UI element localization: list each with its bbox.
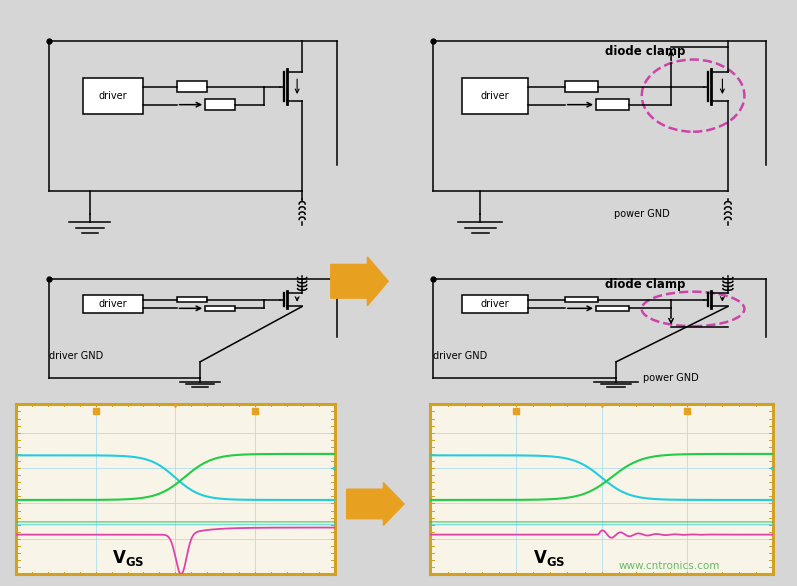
FancyBboxPatch shape [205,99,235,110]
Text: driver GND: driver GND [49,350,104,361]
Text: power GND: power GND [614,209,669,219]
Text: driver: driver [99,299,128,309]
Text: diode clamp: diode clamp [605,278,685,291]
FancyBboxPatch shape [462,295,528,313]
Text: $\mathbf{V_{GS}}$: $\mathbf{V_{GS}}$ [112,548,143,568]
Text: driver: driver [481,299,509,309]
FancyBboxPatch shape [83,295,143,313]
Text: www.cntronics.com: www.cntronics.com [618,561,720,571]
FancyArrow shape [331,257,388,306]
Text: driver: driver [99,91,128,101]
FancyArrow shape [347,483,404,525]
FancyBboxPatch shape [565,297,598,302]
FancyBboxPatch shape [596,99,629,110]
Text: driver GND: driver GND [433,350,487,361]
FancyBboxPatch shape [83,77,143,114]
FancyBboxPatch shape [596,305,629,311]
FancyBboxPatch shape [177,81,206,93]
Text: $\mathbf{V_{GS}}$: $\mathbf{V_{GS}}$ [533,548,565,568]
Text: power GND: power GND [643,373,699,383]
Text: diode clamp: diode clamp [605,45,685,58]
FancyBboxPatch shape [177,297,206,302]
FancyBboxPatch shape [565,81,598,93]
FancyBboxPatch shape [462,77,528,114]
Text: driver: driver [481,91,509,101]
FancyBboxPatch shape [205,305,235,311]
